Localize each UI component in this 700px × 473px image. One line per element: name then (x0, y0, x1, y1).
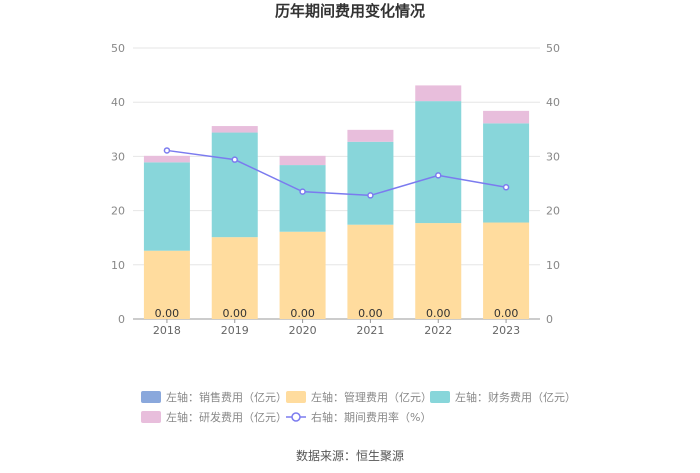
rnd-expense-bar (211, 126, 258, 133)
sales-data-label: 0.00 (426, 307, 451, 320)
expense-rate-point (435, 172, 442, 179)
x-tick-label: 2023 (492, 324, 520, 337)
legend-label: 左轴：财务费用（亿元） (455, 390, 576, 404)
bars: 0.00 0.00 0.00 0.00 0.00 0.00 (143, 85, 530, 320)
legend-finance: 左轴：财务费用（亿元） (430, 390, 576, 404)
legend-expense-rate: 右轴：期间费用率（%） (286, 410, 431, 424)
finance-expense-bar (483, 123, 530, 223)
rnd-expense-bar (415, 85, 462, 102)
legend-swatch (141, 411, 161, 423)
admin-expense-bar (347, 224, 394, 319)
right-tick-label: 50 (546, 42, 560, 55)
legend-swatch (141, 391, 161, 403)
expense-rate-point (299, 188, 306, 195)
x-axis: 2018 2019 2020 2021 2022 2023 (153, 319, 520, 337)
finance-expense-bar (415, 101, 462, 224)
finance-expense-bar (279, 165, 326, 232)
legend-rnd: 左轴：研发费用（亿元） (141, 410, 287, 424)
left-tick-label: 20 (111, 205, 125, 218)
grid (133, 47, 540, 320)
right-tick-label: 20 (546, 205, 560, 218)
x-tick-label: 2020 (289, 324, 317, 337)
finance-expense-bar (211, 132, 258, 238)
admin-expense-bar (483, 222, 530, 319)
finance-expense-bar (143, 162, 190, 251)
legend-admin: 左轴：管理费用（亿元） (286, 390, 432, 404)
expense-rate-polyline (166, 149, 507, 197)
sales-data-label: 0.00 (155, 307, 180, 320)
legend-label: 左轴：管理费用（亿元） (311, 390, 432, 404)
rnd-expense-bar (347, 129, 394, 142)
x-tick-label: 2022 (424, 324, 452, 337)
legend-label: 右轴：期间费用率（%） (311, 410, 431, 424)
sales-data-label: 0.00 (358, 307, 383, 320)
sales-data-label: 0.00 (494, 307, 519, 320)
expense-rate-line (163, 147, 510, 199)
left-tick-label: 30 (111, 150, 125, 163)
rnd-expense-bar (279, 155, 326, 166)
admin-expense-bar (415, 223, 462, 319)
admin-expense-bar (143, 250, 190, 319)
sales-data-label: 0.00 (290, 307, 315, 320)
x-tick-label: 2019 (221, 324, 249, 337)
sales-data-label: 0.00 (223, 307, 248, 320)
left-tick-label: 0 (118, 313, 125, 326)
expense-rate-point (367, 192, 374, 199)
right-axis: 0 10 20 30 40 50 (546, 42, 560, 326)
legend-sales: 左轴：销售费用（亿元） (141, 390, 287, 404)
expense-rate-point (163, 147, 171, 154)
legend-label: 左轴：研发费用（亿元） (166, 410, 287, 424)
left-tick-label: 50 (111, 42, 125, 55)
expense-rate-point (231, 156, 238, 163)
legend-marker (291, 412, 301, 422)
rnd-expense-bar (483, 110, 530, 124)
left-tick-label: 40 (111, 96, 125, 109)
legend: 左轴：销售费用（亿元） 左轴：管理费用（亿元） 左轴：财务费用（亿元） 左轴：研发费用… (141, 390, 576, 424)
right-tick-label: 40 (546, 96, 560, 109)
rnd-expense-bar (143, 155, 190, 163)
finance-expense-bar (347, 141, 394, 225)
admin-expense-bar (211, 237, 258, 319)
legend-swatch (286, 391, 306, 403)
expense-rate-point (502, 184, 510, 191)
x-tick-label: 2021 (356, 324, 384, 337)
chart-title: 历年期间费用变化情况 (275, 2, 425, 20)
right-tick-label: 10 (546, 259, 560, 272)
legend-label: 左轴：销售费用（亿元） (166, 390, 287, 404)
right-tick-label: 0 (546, 313, 553, 326)
source-note: 数据来源：恒生聚源 (296, 448, 404, 463)
x-tick-label: 2018 (153, 324, 181, 337)
left-tick-label: 10 (111, 259, 125, 272)
legend-swatch (430, 391, 450, 403)
left-axis: 0 10 20 30 40 50 (111, 42, 125, 326)
right-tick-label: 30 (546, 150, 560, 163)
admin-expense-bar (279, 231, 326, 319)
